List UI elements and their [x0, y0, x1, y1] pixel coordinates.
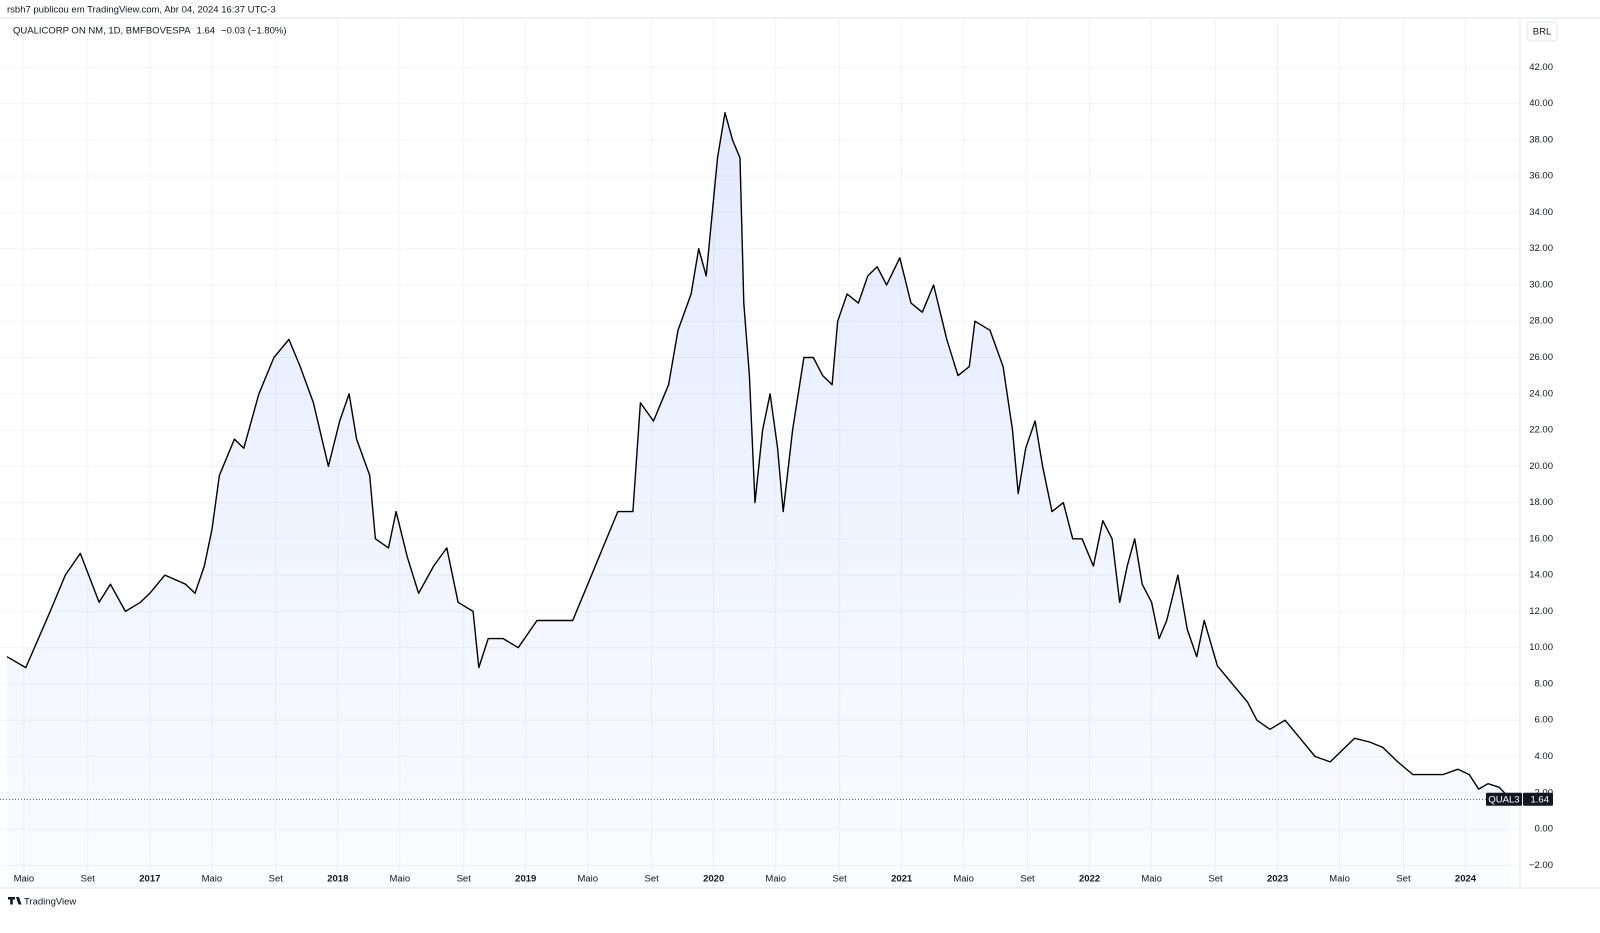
x-tick-label: Set — [269, 874, 284, 885]
y-tick-label: 12.00 — [1529, 606, 1553, 617]
x-tick-label: Set — [457, 874, 472, 885]
footer: TradingView — [24, 897, 76, 908]
x-tick-label: Maio — [1141, 874, 1162, 885]
ticker-label: QUAL3 — [1488, 794, 1519, 805]
x-tick-label: 2017 — [139, 874, 160, 885]
ticker-badge — [1486, 792, 1522, 806]
x-tick-label: 2021 — [891, 874, 913, 885]
y-tick-label: 4.00 — [1535, 751, 1554, 762]
x-tick-label: 2019 — [515, 874, 536, 885]
last-price-badge — [1523, 792, 1553, 806]
y-tick-label: 26.00 — [1529, 352, 1553, 363]
x-tick-label: 2023 — [1267, 874, 1288, 885]
y-tick-label: 30.00 — [1529, 279, 1553, 290]
x-tick-label: Set — [1396, 874, 1411, 885]
header-change: −0.03 (−1.80%) — [221, 26, 287, 37]
price-line — [6, 112, 1512, 800]
x-tick-label: 2022 — [1079, 874, 1100, 885]
y-tick-label: 14.00 — [1529, 570, 1553, 581]
y-tick-label: 40.00 — [1529, 98, 1553, 109]
x-tick-label: Set — [1208, 874, 1223, 885]
y-tick-label: 24.00 — [1529, 388, 1553, 399]
footer-logo — [8, 897, 22, 905]
x-tick-label: Maio — [953, 874, 974, 885]
x-tick-label: Maio — [577, 874, 598, 885]
y-tick-label: 0.00 — [1535, 824, 1554, 835]
x-tick-label: Set — [1020, 874, 1035, 885]
x-tick-label: Maio — [14, 874, 35, 885]
x-tick-label: 2018 — [327, 874, 348, 885]
y-tick-label: 36.00 — [1529, 171, 1553, 182]
y-tick-label: 6.00 — [1535, 715, 1554, 726]
x-tick-label: Set — [832, 874, 847, 885]
y-tick-label: 16.00 — [1529, 533, 1553, 544]
y-tick-label: 22.00 — [1529, 425, 1553, 436]
header-last: 1.64 — [197, 26, 216, 37]
y-tick-label: 34.00 — [1529, 207, 1553, 218]
last-price-label: 1.64 — [1531, 794, 1550, 805]
x-tick-label: Set — [81, 874, 96, 885]
y-tick-label: 8.00 — [1535, 678, 1554, 689]
y-tick-label: 28.00 — [1529, 316, 1553, 327]
area-fill — [7, 112, 1511, 888]
y-tick-label: 2.00 — [1535, 787, 1554, 798]
y-tick-label: 18.00 — [1529, 497, 1553, 508]
plot — [0, 112, 1520, 888]
y-tick-label: 10.00 — [1529, 642, 1553, 653]
x-tick-label: 2024 — [1455, 874, 1477, 885]
x-tick-label: 2020 — [703, 874, 724, 885]
publisher: rsbh7 publicou em TradingView.com, Abr 0… — [7, 5, 276, 16]
y-tick-label: −2.00 — [1529, 860, 1553, 871]
currency[interactable]: BRL — [1533, 27, 1551, 38]
currency-button[interactable] — [1526, 21, 1558, 42]
x-tick-label: Maio — [202, 874, 223, 885]
x-tick-label: Maio — [1329, 874, 1350, 885]
y-tick-label: 42.00 — [1529, 62, 1553, 73]
symbol-title: QUALICORP ON NM, 1D, BMFBOVESPA — [13, 26, 191, 37]
y-tick-label: 20.00 — [1529, 461, 1553, 472]
x-tick-label: Maio — [390, 874, 411, 885]
x-tick-label: Set — [645, 874, 660, 885]
y-tick-label: 32.00 — [1529, 243, 1553, 254]
y-tick-label: 38.00 — [1529, 134, 1553, 145]
x-tick-label: Maio — [765, 874, 786, 885]
